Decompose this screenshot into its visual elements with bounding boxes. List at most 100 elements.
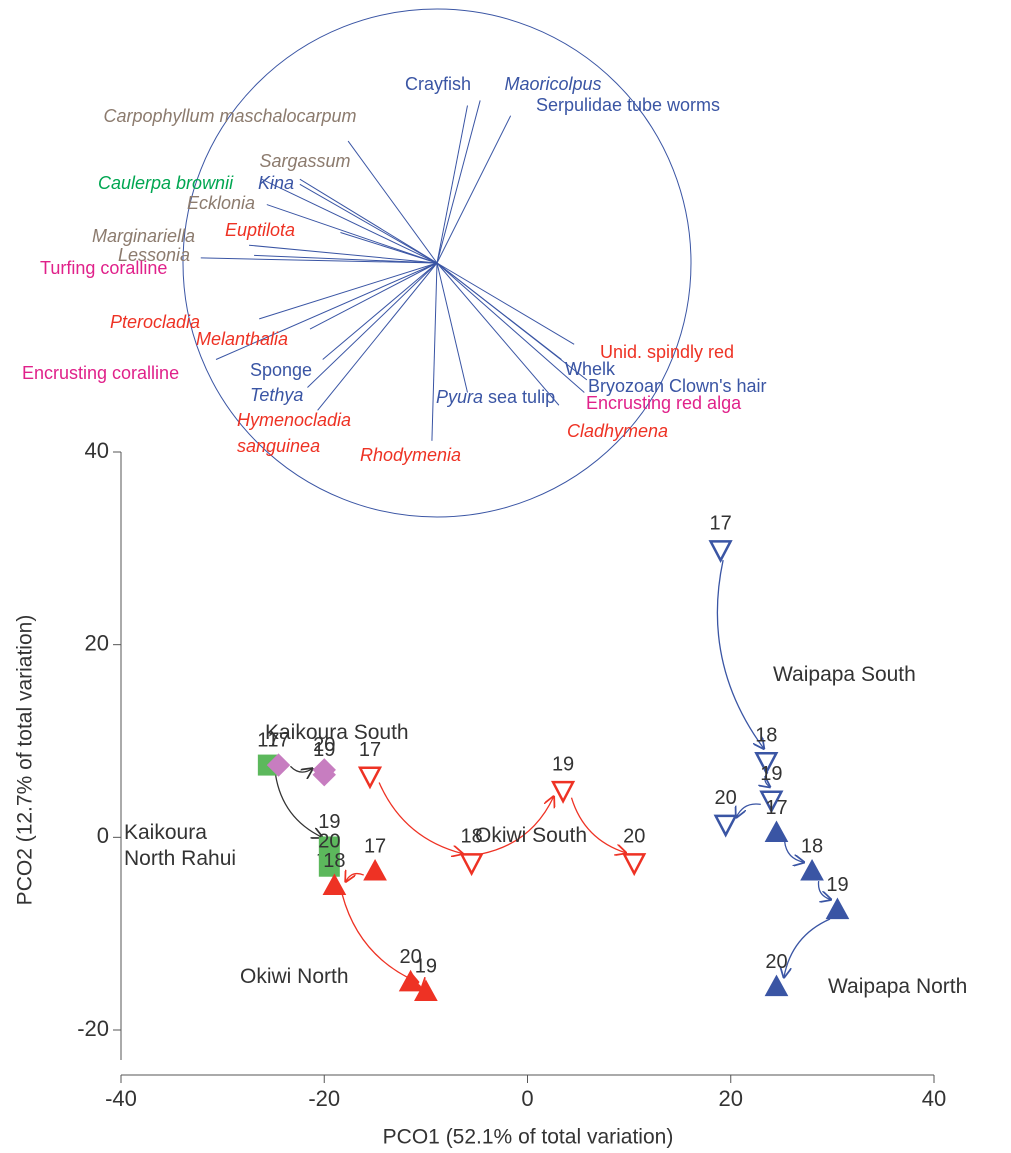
vector-label: Cladhymena — [567, 421, 669, 441]
point-label: 18 — [323, 850, 345, 872]
point — [713, 814, 738, 838]
vector-label: Caulerpa brownii — [98, 173, 234, 193]
y-tick-label: 40 — [85, 438, 109, 463]
point — [708, 540, 733, 564]
point-label: 19 — [552, 753, 574, 775]
vector-label: Pterocladia — [110, 312, 201, 332]
point — [754, 752, 779, 775]
y-tick-label: 0 — [97, 823, 109, 848]
point — [622, 853, 647, 877]
point-label: 18 — [755, 725, 777, 747]
vector-line — [259, 262, 438, 320]
point-label: 20 — [318, 831, 340, 853]
point-label: 19 — [760, 763, 782, 785]
vector-label: Pyura sea tulip — [436, 387, 556, 407]
series-label: Kaikoura North Rahui — [124, 821, 237, 870]
point — [363, 859, 387, 881]
correlation-circle — [182, 8, 692, 518]
point-label: 17 — [364, 835, 386, 857]
vector-line — [436, 262, 585, 393]
vector-line — [340, 232, 438, 264]
trajectory-arrow — [289, 765, 312, 772]
vector-line — [347, 140, 438, 264]
trajectory-arrow — [341, 894, 418, 983]
vector-line — [307, 262, 438, 388]
point — [759, 790, 784, 814]
vector-label: Bryozoan Clown's hair — [588, 376, 767, 396]
vector-line — [436, 262, 560, 406]
point — [398, 969, 423, 992]
series-label: Okiwi North — [240, 965, 349, 988]
x-tick-label: -20 — [308, 1086, 340, 1111]
point — [318, 855, 340, 877]
vector-line — [436, 262, 588, 381]
vector-line — [248, 244, 438, 264]
point-label: 19 — [415, 956, 437, 978]
point-label: 17 — [257, 729, 279, 751]
vector-label: Tethya — [250, 385, 304, 405]
trajectory-arrow — [784, 918, 831, 977]
point — [764, 820, 789, 843]
vector-line — [309, 262, 438, 330]
vector-label: Whelk — [565, 359, 616, 379]
vector-line — [254, 254, 438, 264]
point-label: 17 — [359, 739, 381, 761]
vector-label: Encrusting red alga — [586, 393, 742, 413]
point — [459, 853, 484, 877]
point-label: 19 — [318, 811, 340, 833]
y-tick-label: 20 — [85, 630, 109, 655]
point — [266, 753, 291, 777]
vector-label: Marginariella — [92, 226, 196, 246]
vector-line — [436, 262, 468, 393]
vector-line — [215, 262, 438, 360]
trajectory-arrow — [817, 880, 830, 899]
point-label: 20 — [765, 951, 787, 973]
vector-label: Maoricolpus — [504, 74, 602, 94]
point-label: 17 — [267, 729, 289, 751]
x-tick-label: 40 — [922, 1086, 946, 1111]
vector-label: Rhodymenia — [360, 445, 462, 465]
series-label: Okiwi South — [475, 824, 588, 847]
y-tick-label: -20 — [77, 1016, 109, 1041]
point — [550, 780, 576, 804]
point-label: 19 — [826, 874, 848, 896]
vector-line — [436, 262, 575, 345]
vector-label: Melanthalia — [196, 329, 289, 349]
series-label: Waipapa South — [773, 663, 916, 686]
vector-line — [266, 204, 438, 264]
vector-line — [436, 100, 481, 264]
vector-label: Euptilota — [225, 220, 296, 240]
vector-line — [261, 178, 438, 264]
x-tick-label: -40 — [105, 1086, 137, 1111]
vector-label: Unid. spindly red — [600, 342, 735, 362]
vector-label: Ecklonia — [187, 193, 256, 213]
point-label: 17 — [765, 797, 787, 819]
trajectory-arrow — [570, 797, 625, 853]
vector-label: Crayfish — [404, 74, 472, 94]
point-label: 18 — [460, 826, 482, 848]
x-tick-label: 0 — [521, 1086, 533, 1111]
point — [312, 763, 336, 787]
vector-label: Encrusting coralline — [22, 363, 180, 383]
trajectory-arrow — [736, 803, 761, 817]
vector-line — [436, 105, 468, 264]
trajectory-arrow — [716, 559, 763, 748]
vector-label: Serpulidae tube worms — [535, 95, 721, 115]
x-axis-label: PCO1 (52.1% of total variation) — [383, 1126, 674, 1149]
vector-label: Carpophyllum maschalocarpum — [103, 106, 357, 126]
vector-line — [431, 262, 438, 441]
point-label: 20 — [400, 946, 422, 968]
point — [764, 974, 789, 997]
point-label: 18 — [801, 835, 823, 857]
y-axis-label: PCO2 (12.7% of total variation) — [14, 615, 37, 906]
point — [800, 859, 824, 881]
vector-label: Lessonia — [118, 245, 191, 265]
vector-label: Turfing coralline — [40, 258, 168, 278]
x-tick-label: 20 — [719, 1086, 743, 1111]
point — [322, 873, 347, 895]
point-label: 17 — [709, 513, 731, 535]
point-label: 20 — [313, 734, 335, 756]
vector-line — [317, 262, 438, 411]
trajectory-arrow — [783, 841, 804, 862]
